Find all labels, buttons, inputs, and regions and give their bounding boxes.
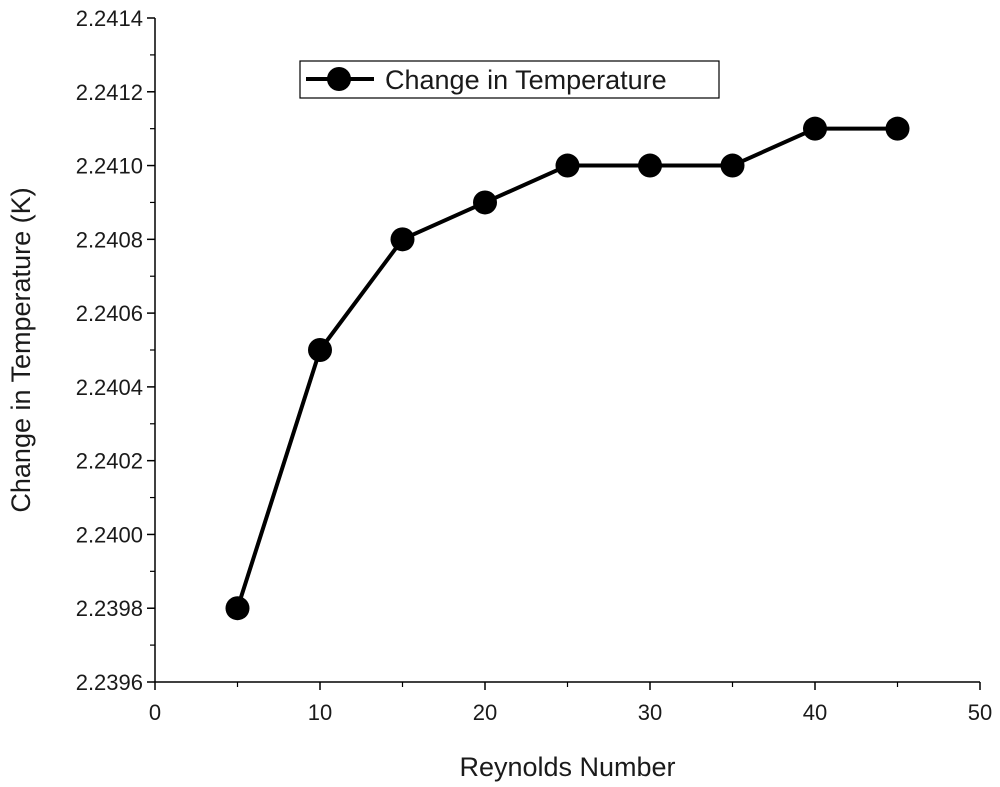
x-axis-title: Reynolds Number — [459, 752, 675, 782]
legend-label: Change in Temperature — [385, 65, 667, 95]
y-tick-label: 2.2414 — [76, 6, 143, 31]
y-tick-label: 2.2404 — [76, 375, 143, 400]
data-point — [308, 338, 332, 362]
x-tick-label: 10 — [308, 700, 332, 725]
data-point — [720, 153, 745, 178]
x-tick-label: 30 — [638, 700, 662, 725]
data-point — [803, 116, 827, 141]
axes — [154, 18, 980, 683]
y-tick-label: 2.2398 — [76, 596, 143, 621]
y-tick-label: 2.2396 — [76, 670, 143, 695]
x-tick-label: 0 — [149, 700, 161, 725]
ticks: 0 10 20 30 40 50 2.2396 2.2398 2.2400 2.2402 2.240… — [76, 6, 993, 725]
y-axis-title: Change in Temperature (K) — [6, 187, 36, 512]
data-point — [390, 227, 415, 252]
legend-marker — [327, 67, 351, 91]
y-tick-label: 2.2408 — [76, 227, 143, 252]
y-tick-label: 2.2400 — [76, 522, 143, 547]
data-point — [473, 190, 497, 215]
data-point — [555, 153, 580, 178]
y-tick-label: 2.2410 — [76, 154, 143, 179]
data-point — [225, 596, 250, 621]
x-tick-label: 40 — [803, 700, 827, 725]
y-tick-label: 2.2402 — [76, 449, 143, 474]
series-layer — [225, 116, 910, 621]
x-tick-label: 50 — [968, 700, 992, 725]
y-tick-label: 2.2412 — [76, 80, 143, 105]
legend: Change in Temperature — [299, 60, 720, 99]
data-point — [885, 116, 910, 141]
x-tick-label: 20 — [473, 700, 497, 725]
series-line — [235, 126, 898, 609]
y-tick-label: 2.2406 — [76, 301, 143, 326]
data-point — [638, 153, 662, 178]
